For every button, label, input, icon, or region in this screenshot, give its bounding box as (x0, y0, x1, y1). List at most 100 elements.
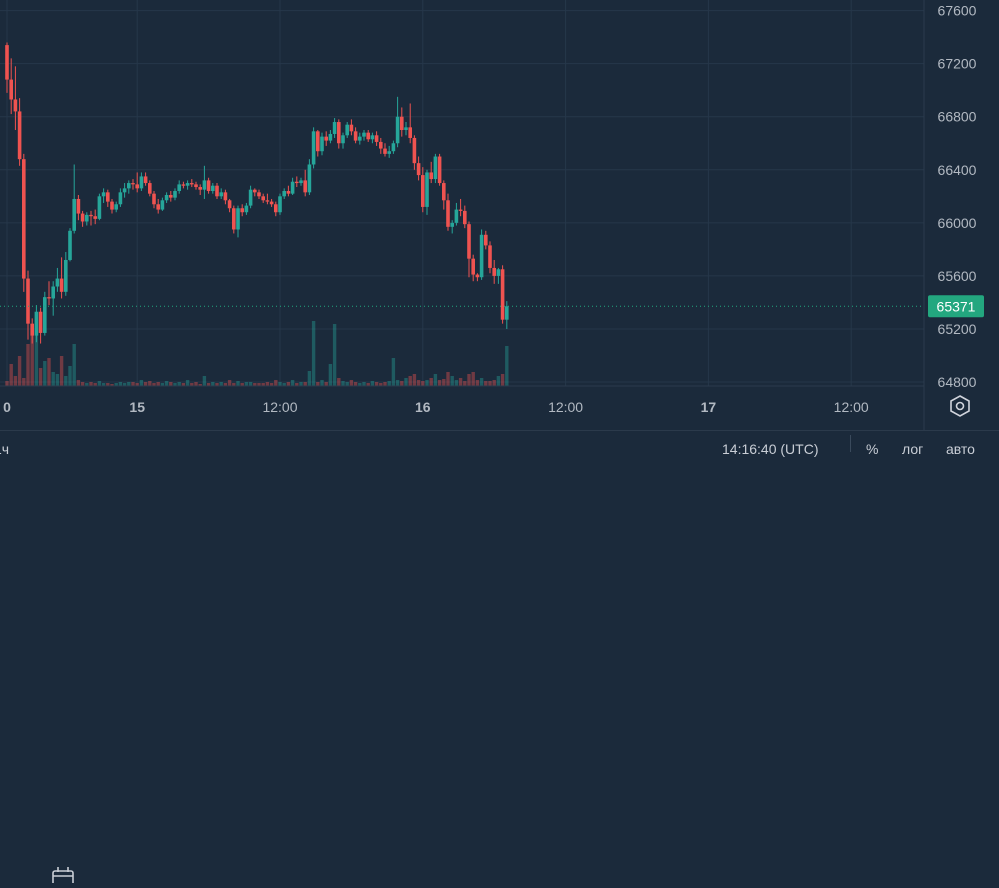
volume-bar (492, 380, 496, 386)
volume-bar (173, 383, 177, 386)
candle-body (143, 176, 148, 184)
candle-body (68, 230, 72, 260)
volume-bar (433, 374, 438, 386)
price-tick-label: 66400 (938, 162, 977, 178)
volume-bar (106, 383, 110, 386)
candle-body (55, 278, 60, 287)
time-tick-label: 12:00 (834, 399, 869, 415)
candle-body (253, 189, 257, 193)
candle-body (164, 194, 169, 201)
candle-body (370, 135, 375, 140)
candle-body (131, 183, 135, 185)
candle-body (76, 198, 81, 214)
volume-bar (286, 382, 291, 386)
volume-bar (471, 372, 475, 386)
candle-body (366, 132, 370, 140)
candle-body (274, 204, 278, 213)
volume-bar (437, 380, 442, 386)
volume-bar (387, 381, 391, 386)
calendar-icon[interactable] (51, 867, 75, 886)
candle-body (450, 222, 454, 227)
timezone-clock[interactable]: 14:16:40 (UTC) (722, 441, 819, 457)
candle-body (324, 136, 328, 141)
candle-body (337, 122, 341, 144)
volume-bar (219, 382, 223, 386)
volume-bar (101, 383, 106, 386)
volume-bar (311, 321, 316, 386)
volume-bar (408, 376, 412, 386)
time-tick-label: 16 (415, 399, 431, 415)
timeframe-button[interactable]: 1ч (0, 441, 10, 457)
volume-bar (30, 326, 34, 386)
candle-body (194, 184, 198, 188)
candle-body (282, 191, 286, 197)
volume-bar (379, 383, 383, 386)
candle-body (442, 183, 446, 201)
candle-body (484, 234, 488, 246)
candle-body (328, 133, 333, 141)
candlestick-chart[interactable]: 64800 65200 65600 66000 66400 66800 67200 67600… (0, 0, 999, 451)
time-tick-label: 0 (3, 399, 11, 415)
price-tick-label: 66000 (938, 215, 977, 231)
candle-body (374, 135, 379, 142)
volume-bar (484, 381, 488, 386)
volume-bar (13, 376, 18, 386)
candle-body (5, 45, 9, 80)
candle-body (261, 196, 265, 201)
volume-bar (135, 383, 139, 386)
volume-bar (265, 382, 270, 386)
candle-body (152, 193, 156, 205)
candle-body (383, 148, 387, 154)
volume-bar (282, 383, 286, 386)
candle-body (458, 209, 463, 211)
volume-bar (290, 380, 295, 386)
current-price-label: 65371 (937, 298, 976, 314)
time-axis[interactable]: 0 15 12:00 16 12:00 17 12:00 (3, 399, 869, 415)
volume-bar (131, 382, 135, 386)
candle-body (160, 200, 165, 210)
candle-body (223, 192, 228, 201)
price-tick-label: 65200 (938, 321, 977, 337)
volume-bar (467, 374, 471, 386)
candle-body (416, 163, 421, 176)
chart-settings-icon[interactable] (947, 394, 973, 418)
candle-body (404, 127, 408, 130)
volume-bar (206, 383, 211, 386)
volume-bar (416, 380, 421, 386)
candle-body (395, 116, 400, 144)
volume-bar (64, 376, 68, 386)
candle-body (408, 127, 412, 138)
volume-bar (404, 378, 408, 386)
candle-body (299, 180, 303, 184)
volume-bar (215, 383, 219, 386)
candle-body (80, 213, 85, 222)
candle-body (391, 143, 396, 152)
candle-body (51, 286, 55, 299)
percent-scale-toggle[interactable]: % (866, 441, 879, 457)
candle-body (64, 259, 68, 292)
volume-bar (332, 324, 337, 386)
candle-body (265, 200, 270, 202)
candle-body (358, 136, 362, 141)
candle-body (17, 111, 22, 160)
volume-bar (488, 381, 492, 386)
price-axis[interactable]: 64800 65200 65600 66000 66400 66800 67200 67600 (938, 3, 977, 390)
candle-body (227, 200, 232, 209)
volume-bar (211, 382, 215, 386)
current-price-tag-bg (928, 295, 984, 318)
candle-body (202, 180, 207, 190)
volume-bar (236, 381, 240, 386)
volume-bar (274, 380, 278, 386)
auto-scale-toggle[interactable]: авто (946, 441, 975, 457)
time-tick-label: 12:00 (262, 399, 297, 415)
volume-bar (429, 378, 433, 386)
volume-bar (446, 372, 450, 386)
candle-body (190, 183, 194, 185)
volume-bar (345, 382, 349, 386)
log-scale-toggle[interactable]: лог (902, 441, 924, 457)
volume-bar (97, 381, 102, 386)
candle-body (93, 216, 97, 219)
candle-body (211, 185, 215, 192)
volume-bar (458, 378, 463, 386)
